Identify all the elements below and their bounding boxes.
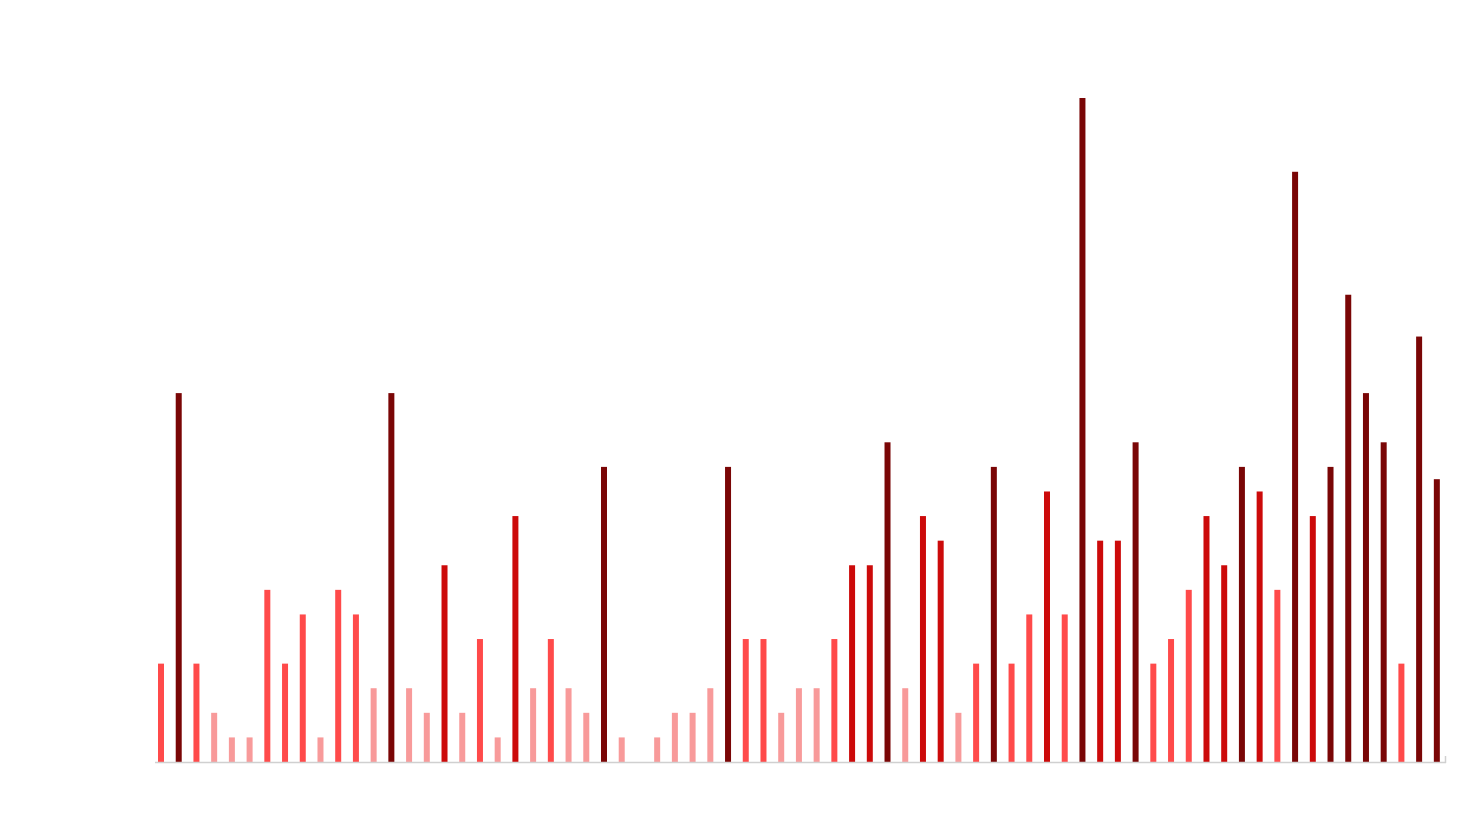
bar (618, 737, 625, 762)
bar (1256, 491, 1263, 762)
bar (1061, 614, 1068, 762)
bar (849, 565, 856, 762)
bar (1398, 663, 1405, 762)
bar (193, 663, 200, 762)
bar (725, 466, 732, 762)
bar (902, 688, 909, 762)
bar (1008, 663, 1015, 762)
bar (1309, 516, 1316, 762)
bar (1416, 336, 1423, 762)
bar (423, 712, 430, 762)
bar (406, 688, 413, 762)
bars-group (158, 98, 1440, 762)
bar (494, 737, 501, 762)
bar (1292, 171, 1299, 762)
bar (760, 639, 767, 762)
bar (1132, 442, 1139, 762)
bar (388, 393, 395, 762)
bar (175, 393, 182, 762)
bar (459, 712, 466, 762)
bar (317, 737, 324, 762)
bar (565, 688, 572, 762)
bar (601, 466, 607, 762)
bar (1380, 442, 1387, 762)
bar (919, 516, 926, 762)
bar (335, 589, 342, 762)
bar (158, 663, 164, 762)
bar (1238, 466, 1245, 762)
bar (1168, 639, 1175, 762)
bar (352, 614, 359, 762)
bar (1345, 294, 1352, 762)
bar (973, 663, 980, 762)
bar (1026, 614, 1033, 762)
bar (1327, 466, 1334, 762)
bar (884, 442, 891, 762)
bar (441, 565, 448, 762)
bar (831, 639, 838, 762)
bar (583, 712, 590, 762)
bar (813, 688, 820, 762)
bar (1097, 540, 1104, 762)
bar (742, 639, 749, 762)
bar (955, 712, 962, 762)
bar (1114, 540, 1121, 762)
bar (530, 688, 537, 762)
bar (512, 516, 519, 762)
bar (1433, 479, 1440, 762)
bar (1362, 393, 1369, 762)
bar (707, 688, 714, 762)
bar (1079, 98, 1086, 762)
bar (689, 712, 696, 762)
bar (264, 589, 271, 762)
bar (299, 614, 306, 762)
bar (547, 639, 554, 762)
bar (1274, 589, 1281, 762)
bar (282, 663, 289, 762)
bar (1221, 565, 1228, 762)
bar (1044, 491, 1050, 762)
bar (370, 688, 377, 762)
bar (476, 639, 483, 762)
bar (990, 466, 997, 762)
bar (211, 712, 218, 762)
bar (1150, 663, 1157, 762)
bar (228, 737, 235, 762)
bar (1185, 589, 1192, 762)
bar (654, 737, 661, 762)
bar (1203, 516, 1210, 762)
bar (778, 712, 785, 762)
bar (795, 688, 802, 762)
bar (671, 712, 678, 762)
bar (246, 737, 253, 762)
bar (866, 565, 873, 762)
bar (937, 540, 944, 762)
